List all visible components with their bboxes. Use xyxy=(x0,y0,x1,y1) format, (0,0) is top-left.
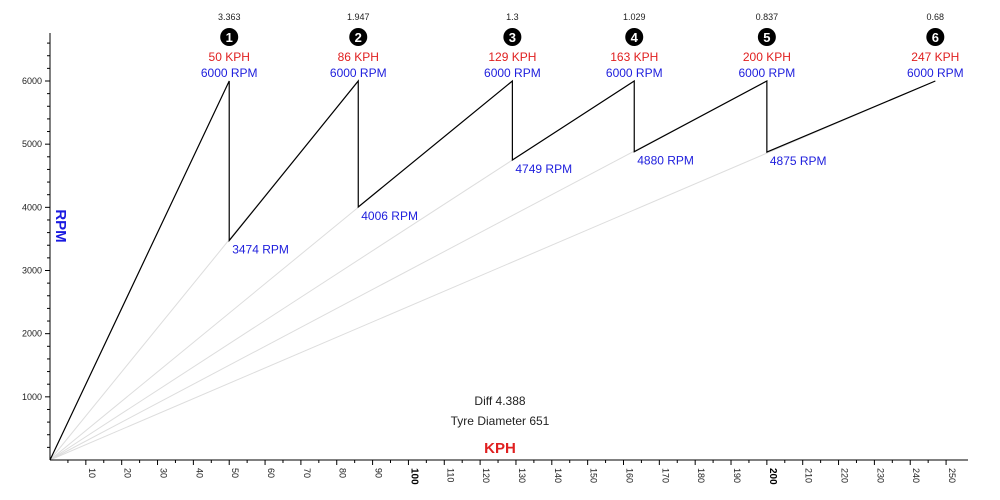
x-tick-label: 100 xyxy=(408,468,419,485)
gear-3-number: 3 xyxy=(509,30,516,45)
gear-2-badge xyxy=(349,28,368,46)
gear-6-top-rpm: 6000 RPM xyxy=(907,66,964,80)
gear-1-top-kph: 50 KPH xyxy=(209,50,250,64)
gear-2-drop-rpm: 3474 RPM xyxy=(232,243,289,257)
gear-3-badge xyxy=(503,28,522,46)
drop-rpm-labels: 3474 RPM 4006 RPM 4749 RPM 4880 RPM 4875 RPM xyxy=(232,154,826,257)
gear-4-top-rpm: 6000 RPM xyxy=(606,66,663,80)
x-tick-label: 80 xyxy=(338,468,348,478)
x-tick-label: 190 xyxy=(732,468,742,483)
y-tick-label: 1000 xyxy=(22,392,42,402)
gear-1-badge xyxy=(220,28,239,46)
x-tick-label: 40 xyxy=(194,468,204,478)
x-tick-label: 160 xyxy=(624,468,634,483)
gear-3-ratio: 1.3 xyxy=(506,12,519,22)
y-tick-label: 6000 xyxy=(22,76,42,86)
x-tick-label: 150 xyxy=(589,468,599,483)
gear-5-number: 5 xyxy=(763,30,770,45)
x-tick-label: 120 xyxy=(481,468,491,483)
y-tick-label: 3000 xyxy=(22,266,42,276)
gear-3-top-rpm: 6000 RPM xyxy=(484,66,541,80)
x-axis-ticks: 10 20 30 40 50 60 70 80 90 100 110 120 130 140 150 160 1… xyxy=(67,460,957,485)
x-tick-label: 220 xyxy=(840,468,850,483)
gear-5-drop-rpm: 4880 RPM xyxy=(637,154,694,168)
y-tick-label: 2000 xyxy=(22,329,42,339)
x-tick-label: 230 xyxy=(875,468,885,483)
gear-6-number: 6 xyxy=(932,30,939,45)
gear-1-top-rpm: 6000 RPM xyxy=(201,66,258,80)
gear-3-drop-rpm: 4006 RPM xyxy=(361,209,418,223)
gear-4-top-kph: 163 KPH xyxy=(610,50,658,64)
gear-5-badge xyxy=(757,28,776,46)
tyre-annotation: Tyre Diameter 651 xyxy=(451,414,550,428)
x-tick-label: 180 xyxy=(696,468,706,483)
y-tick-label: 4000 xyxy=(22,202,42,212)
axes xyxy=(49,33,968,461)
gear-5-top-kph: 200 KPH xyxy=(743,50,791,64)
x-tick-label: 200 xyxy=(767,468,778,485)
x-tick-label: 240 xyxy=(911,468,921,483)
rpm-sawtooth-line xyxy=(49,79,936,461)
gear-6-top-kph: 247 KPH xyxy=(911,50,959,64)
gear-labels: 3.363 1 50 KPH 6000 RPM 1.947 2 86 KPH 6000 RPM… xyxy=(201,12,964,80)
x-tick-label: 250 xyxy=(947,468,957,483)
gear-2-top-rpm: 6000 RPM xyxy=(330,66,387,80)
gear-rpm-line xyxy=(49,79,936,461)
gear-1-number: 1 xyxy=(226,30,233,45)
x-tick-label: 110 xyxy=(445,468,455,482)
x-tick-label: 30 xyxy=(159,468,169,478)
gear-4-badge xyxy=(625,28,644,46)
diff-annotation: Diff 4.388 xyxy=(474,394,525,408)
gear-4-ratio: 1.029 xyxy=(623,12,646,22)
x-tick-label: 50 xyxy=(230,468,240,478)
x-tick-label: 60 xyxy=(266,468,276,478)
gear-4-drop-rpm: 4749 RPM xyxy=(515,162,572,176)
x-tick-label: 130 xyxy=(517,468,527,483)
y-tick-label: 5000 xyxy=(22,139,42,149)
y-axis-ticks: 1000 2000 3000 4000 5000 6000 xyxy=(22,42,50,448)
gear-2-top-kph: 86 KPH xyxy=(338,50,379,64)
gear-3-top-kph: 129 KPH xyxy=(488,50,536,64)
gear-6-drop-rpm: 4875 RPM xyxy=(770,154,827,168)
x-tick-label: 140 xyxy=(553,468,563,483)
x-tick-label: 70 xyxy=(302,468,312,478)
y-axis-label: RPM xyxy=(52,209,69,242)
x-axis-label: KPH xyxy=(484,440,516,457)
gear-6-badge xyxy=(926,28,945,46)
gear-6-ratio: 0.68 xyxy=(927,12,945,22)
gear-4-number: 4 xyxy=(631,30,639,45)
gear-1-ratio: 3.363 xyxy=(218,12,241,22)
gear-2-ratio: 1.947 xyxy=(347,12,370,22)
gear-5-top-rpm: 6000 RPM xyxy=(739,66,796,80)
x-tick-label: 20 xyxy=(123,468,133,478)
gear-6-guide-line xyxy=(49,80,936,461)
x-tick-label: 90 xyxy=(374,468,384,478)
gear-5-ratio: 0.837 xyxy=(756,12,779,22)
gear-2-number: 2 xyxy=(355,30,362,45)
x-tick-label: 210 xyxy=(804,468,814,483)
x-tick-label: 10 xyxy=(87,468,97,478)
x-tick-label: 170 xyxy=(660,468,670,483)
